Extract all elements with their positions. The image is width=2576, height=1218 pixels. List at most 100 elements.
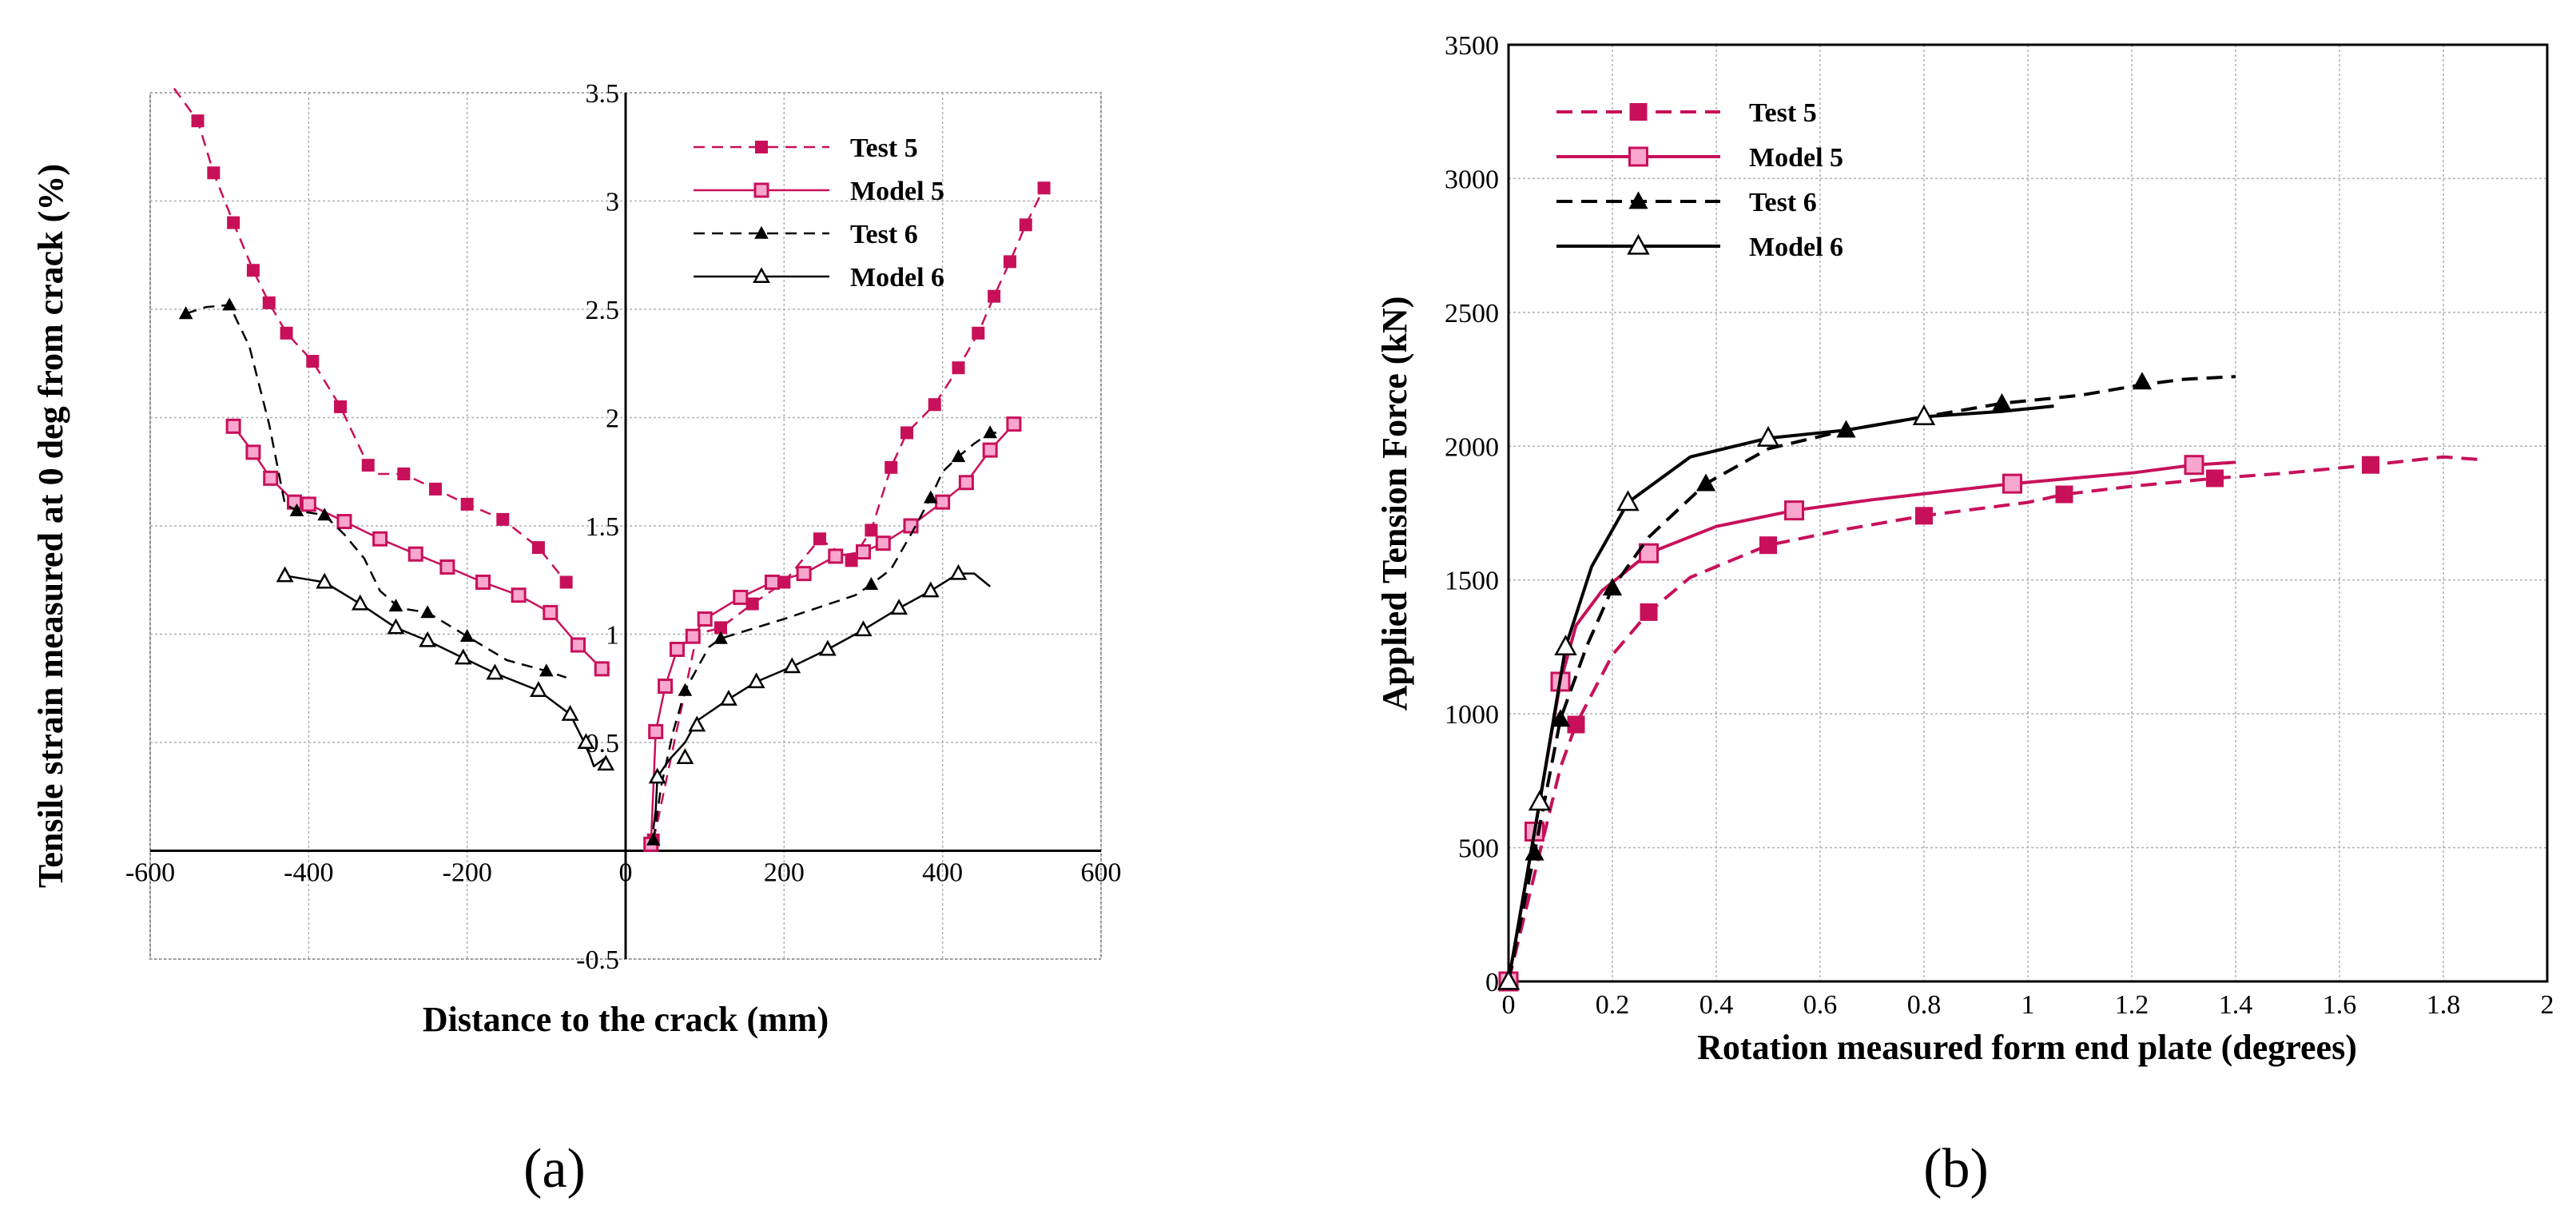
a-model6-point: [720, 690, 737, 706]
a-model6-point: [387, 618, 405, 635]
b-legend-marker-test6: [1628, 191, 1648, 209]
a-test5-point: [496, 512, 510, 526]
b-ytick-label: 3000: [1445, 165, 1499, 194]
a-test5-line: [173, 87, 567, 583]
b-model5-point: [2184, 455, 2204, 476]
a-test5-point: [531, 541, 545, 555]
a-xtick-label: 400: [922, 858, 963, 888]
a-model5-point: [648, 723, 664, 739]
a-model5-point: [669, 641, 685, 657]
b-xtick-label: 2: [2541, 990, 2554, 1020]
a-ytick-label: 1: [606, 621, 619, 651]
a-test6-point: [317, 508, 332, 521]
a-ytick-label: 2.5: [586, 296, 620, 325]
a-model5-point: [1006, 416, 1022, 432]
chart-a-xlabel: Distance to the crack (mm): [423, 1000, 829, 1039]
chart-b: 0 0.2 0.4 0.6 0.8 1 1.2 1.4 1.6 1.8 2 0 500 1000 1500 2…: [1375, 31, 2554, 1200]
b-ytick-label: 500: [1458, 834, 1499, 864]
b-legend-marker-model5: [1628, 146, 1648, 167]
a-model6-line: [652, 572, 991, 830]
a-model6-point: [351, 594, 369, 611]
b-test6-point: [1695, 473, 1716, 492]
a-test5-point: [191, 114, 205, 128]
b-legend-label-test6: Test 6: [1749, 188, 1817, 217]
a-model5-point: [245, 444, 261, 460]
b-model5-point: [1639, 543, 1659, 563]
a-test6-point: [983, 425, 997, 439]
b-test6-point: [1992, 393, 2012, 412]
a-test5-point: [1003, 255, 1016, 269]
a-model5-point: [225, 418, 241, 434]
a-model5-point: [685, 628, 701, 644]
a-test5-point: [714, 621, 727, 635]
a-model5-point: [594, 661, 610, 677]
b-xtick-label: 0.4: [1699, 990, 1734, 1020]
a-test5-point: [988, 289, 1001, 303]
b-test6-point: [2132, 372, 2153, 390]
a-model5-point: [796, 566, 812, 582]
chart-a-caption: (a): [523, 1138, 586, 1200]
b-series-test5: [1500, 455, 2480, 990]
a-model5-point: [300, 496, 316, 512]
a-model5-point: [475, 574, 491, 590]
b-xtick-label: 0.6: [1803, 990, 1838, 1020]
b-xtick-label: 1.6: [2323, 990, 2357, 1020]
a-test6-point: [222, 297, 237, 311]
a-model5-point: [733, 589, 749, 605]
a-test6-point: [646, 832, 661, 846]
b-legend-item-model5: Model 5: [1556, 143, 1843, 173]
a-model6-line: [284, 575, 606, 768]
a-model6-point: [530, 681, 547, 698]
b-model5-point: [1784, 500, 1804, 521]
a-legend-item-model6: Model 6: [694, 263, 944, 293]
a-test5-point: [460, 497, 474, 511]
a-model6-point: [276, 566, 294, 583]
b-test5-point: [2055, 485, 2073, 504]
b-xtick-label: 0.8: [1907, 990, 1942, 1020]
a-test6-point: [539, 663, 554, 677]
chart-a-legend: Test 5 Model 5 Test 6 Model 6: [694, 133, 944, 293]
a-model6-point: [316, 572, 334, 589]
a-test6-point: [951, 449, 966, 463]
chart-b-caption: (b): [1923, 1138, 1989, 1200]
a-model5-point: [372, 531, 388, 547]
b-xtick-label: 1.4: [2219, 990, 2253, 1020]
b-legend-marker-test5: [1629, 103, 1648, 121]
a-model6-point: [561, 704, 579, 721]
a-model5-point: [263, 470, 279, 486]
a-xtick-label: -600: [125, 858, 175, 888]
a-model5-point: [875, 535, 891, 551]
a-test5-point: [1019, 218, 1032, 232]
a-test6-point: [459, 629, 475, 643]
b-series-test6: [1498, 372, 2236, 989]
chart-b-legend: Test 5 Model 5 Test 6 Model 6: [1556, 98, 1843, 262]
b-legend-label-model5: Model 5: [1749, 143, 1843, 173]
b-model6-point: [1912, 404, 1936, 426]
a-legend-label-model6: Model 6: [850, 263, 944, 293]
b-ytick-label: 3500: [1445, 31, 1499, 61]
a-test5-point: [429, 482, 442, 496]
a-test5-point: [227, 216, 241, 229]
a-model5-point: [511, 587, 527, 603]
a-model6-point: [688, 715, 706, 732]
a-test6-point: [388, 599, 403, 612]
a-legend-label-model5: Model 5: [850, 177, 944, 206]
a-legend-marker-model5: [753, 182, 769, 198]
b-test5-line: [1507, 455, 2480, 982]
b-model6-point: [1528, 790, 1552, 811]
a-ytick-label: 1.5: [586, 512, 620, 542]
a-test5-point: [928, 398, 941, 412]
a-model6-point: [747, 672, 765, 689]
b-model6-point: [1497, 969, 1521, 990]
a-test6-line: [652, 432, 997, 841]
chart-b-tick-labels: 0 0.2 0.4 0.6 0.8 1 1.2 1.4 1.6 1.8 2 0 500 1000 1500 2…: [1445, 31, 2554, 1020]
b-model6-line: [1507, 404, 2054, 982]
b-ytick-label: 0: [1485, 968, 1499, 997]
b-legend-label-test5: Test 5: [1749, 98, 1817, 128]
b-legend-item-test5: Test 5: [1556, 98, 1817, 128]
b-xtick-label: 0: [1502, 990, 1516, 1020]
a-model5-point: [935, 494, 951, 510]
a-test5-point: [262, 296, 276, 309]
b-xtick-label: 0.2: [1596, 990, 1630, 1020]
a-ytick-label: 3.5: [586, 79, 620, 109]
